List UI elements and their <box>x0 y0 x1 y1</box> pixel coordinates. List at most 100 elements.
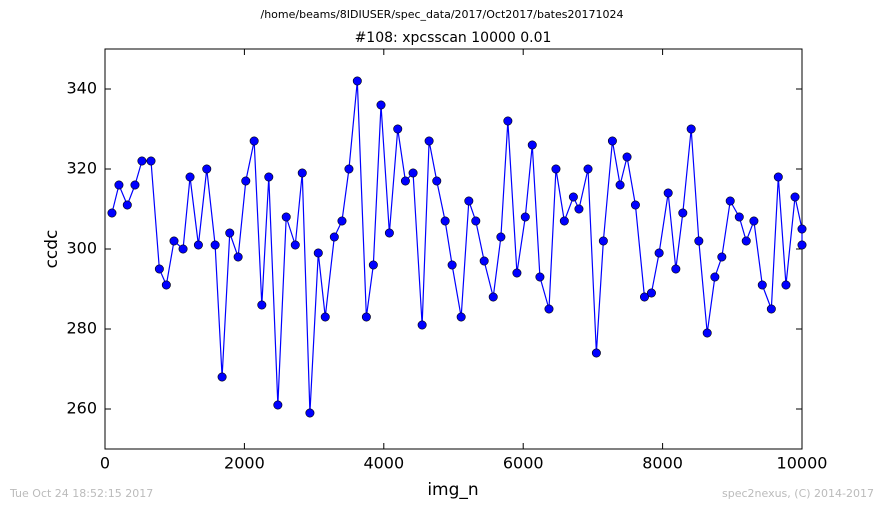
data-point <box>607 136 617 146</box>
data-point <box>440 216 450 226</box>
data-point <box>297 168 307 178</box>
data-point <box>154 264 164 274</box>
data-point <box>568 192 578 202</box>
data-point <box>639 292 649 302</box>
x-tick-label: 6000 <box>503 454 544 473</box>
data-point <box>630 200 640 210</box>
data-point <box>249 136 259 146</box>
data-point <box>344 164 354 174</box>
data-point <box>368 260 378 270</box>
data-point <box>320 312 330 322</box>
data-point <box>337 216 347 226</box>
data-point <box>797 240 807 250</box>
data-point <box>217 372 227 382</box>
data-point <box>305 408 315 418</box>
data-point <box>654 248 664 258</box>
data-point <box>329 232 339 242</box>
data-point <box>384 228 394 238</box>
data-point <box>241 176 251 186</box>
data-point <box>781 280 791 290</box>
chart-title: #108: xpcsscan 10000 0.01 <box>355 30 552 46</box>
data-point <box>210 240 220 250</box>
data-point <box>185 172 195 182</box>
data-point <box>591 348 601 358</box>
x-axis-label: img_n <box>427 480 478 500</box>
data-point <box>161 280 171 290</box>
suptitle: /home/beams/8IDIUSER/spec_data/2017/Oct2… <box>261 8 624 21</box>
data-point <box>512 268 522 278</box>
data-point <box>790 192 800 202</box>
data-point <box>544 304 554 314</box>
data-point <box>202 164 212 174</box>
data-point <box>225 228 235 238</box>
footer-left: Tue Oct 24 18:52:15 2017 <box>9 487 153 500</box>
x-tick-label: 2000 <box>224 454 265 473</box>
y-tick-label: 260 <box>66 399 97 418</box>
data-point <box>496 232 506 242</box>
data-point <box>122 200 132 210</box>
data-point <box>352 76 362 86</box>
data-point <box>559 216 569 226</box>
data-point <box>464 196 474 206</box>
data-point <box>471 216 481 226</box>
data-point <box>766 304 776 314</box>
data-point <box>479 256 489 266</box>
data-point <box>749 216 759 226</box>
data-point <box>146 156 156 166</box>
data-point <box>447 260 457 270</box>
x-tick-label: 8000 <box>642 454 683 473</box>
data-point <box>520 212 530 222</box>
data-point <box>424 136 434 146</box>
data-point <box>257 300 267 310</box>
data-point <box>741 236 751 246</box>
data-point <box>598 236 608 246</box>
y-tick-label: 300 <box>66 239 97 258</box>
data-point <box>488 292 498 302</box>
data-point <box>264 172 274 182</box>
data-point <box>671 264 681 274</box>
data-point <box>710 272 720 282</box>
data-point <box>137 156 147 166</box>
data-point <box>725 196 735 206</box>
x-tick-label: 10000 <box>777 454 828 473</box>
data-point <box>694 236 704 246</box>
data-point <box>574 204 584 214</box>
data-point <box>193 240 203 250</box>
data-point <box>686 124 696 134</box>
y-tick-label: 320 <box>66 159 97 178</box>
data-point <box>734 212 744 222</box>
data-point <box>361 312 371 322</box>
data-point <box>797 224 807 234</box>
footer-right: spec2nexus, (C) 2014-2017 <box>722 487 874 500</box>
data-point <box>503 116 513 126</box>
data-point <box>663 188 673 198</box>
y-tick-label: 280 <box>66 319 97 338</box>
y-axis-label: ccdc <box>42 230 62 269</box>
y-tick-label: 340 <box>66 79 97 98</box>
data-point <box>313 248 323 258</box>
data-point <box>233 252 243 262</box>
data-point <box>622 152 632 162</box>
data-point <box>551 164 561 174</box>
data-point <box>107 208 117 218</box>
data-point <box>717 252 727 262</box>
data-point <box>678 208 688 218</box>
data-point <box>757 280 767 290</box>
data-point <box>456 312 466 322</box>
data-point <box>178 244 188 254</box>
data-point <box>400 176 410 186</box>
data-point <box>702 328 712 338</box>
data-point <box>114 180 124 190</box>
data-point <box>273 400 283 410</box>
data-point <box>408 168 418 178</box>
data-point <box>646 288 656 298</box>
data-point <box>290 240 300 250</box>
data-point <box>583 164 593 174</box>
data-point <box>376 100 386 110</box>
data-point <box>281 212 291 222</box>
x-tick-label: 0 <box>100 454 110 473</box>
data-point <box>393 124 403 134</box>
data-point <box>169 236 179 246</box>
